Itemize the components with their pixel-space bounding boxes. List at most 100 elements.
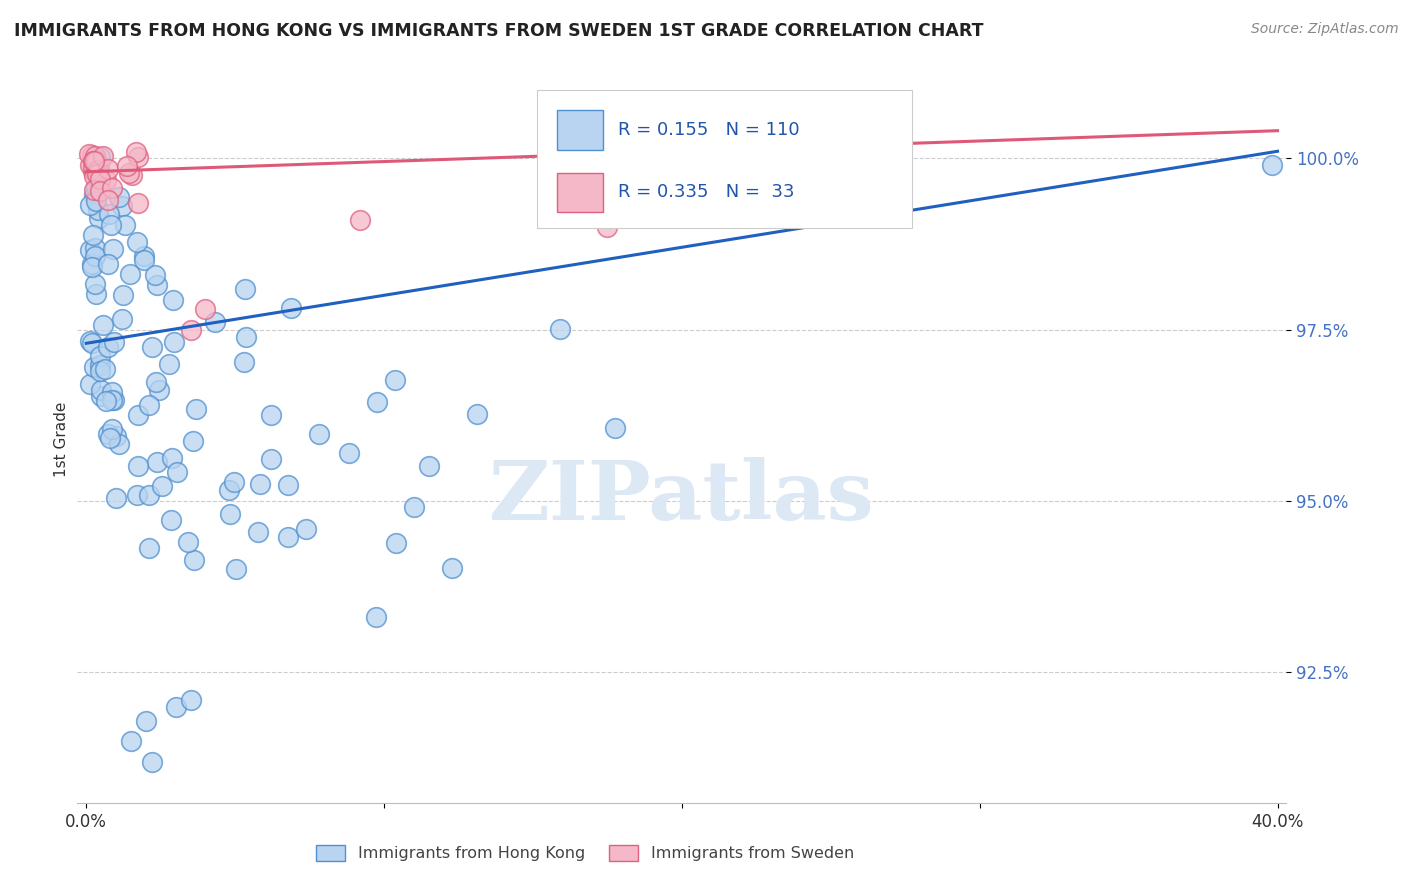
Point <box>101 392 124 407</box>
Point <box>79 158 101 172</box>
Point <box>177 534 200 549</box>
Point <box>127 408 149 422</box>
Point <box>79 334 101 349</box>
Point <box>96 394 118 409</box>
Point <box>165 699 187 714</box>
Point <box>127 488 149 502</box>
Point <box>87 203 110 218</box>
Point <box>86 179 108 194</box>
Point <box>101 384 124 399</box>
Point <box>280 301 302 315</box>
Point <box>224 475 246 489</box>
Point <box>384 373 406 387</box>
Point <box>145 277 167 292</box>
Text: Source: ZipAtlas.com: Source: ZipAtlas.com <box>1251 22 1399 37</box>
Point <box>118 166 141 180</box>
Point <box>84 154 107 169</box>
Point <box>89 172 111 186</box>
Y-axis label: 1st Grade: 1st Grade <box>53 401 69 477</box>
Point <box>277 478 299 492</box>
Point <box>134 249 156 263</box>
Point <box>79 147 101 161</box>
Point <box>218 483 240 497</box>
Point <box>235 330 257 344</box>
Point <box>84 194 107 209</box>
Point <box>100 422 122 436</box>
Point <box>97 207 120 221</box>
Point <box>83 359 105 374</box>
Point <box>82 258 104 272</box>
Point <box>179 693 201 707</box>
Point <box>143 268 166 283</box>
Point <box>82 153 104 168</box>
Point <box>127 458 149 473</box>
Point <box>145 375 167 389</box>
Point <box>162 451 184 466</box>
Point <box>80 148 103 162</box>
Point <box>295 522 318 536</box>
Point <box>103 392 125 407</box>
Point <box>94 172 117 186</box>
Point <box>111 199 134 213</box>
Point <box>548 321 571 335</box>
Text: IMMIGRANTS FROM HONG KONG VS IMMIGRANTS FROM SWEDEN 1ST GRADE CORRELATION CHART: IMMIGRANTS FROM HONG KONG VS IMMIGRANTS … <box>14 22 984 40</box>
Point <box>184 401 207 416</box>
Point <box>84 287 107 301</box>
Point <box>101 180 124 194</box>
Point <box>204 315 226 329</box>
Point <box>91 148 114 162</box>
Point <box>127 150 149 164</box>
FancyBboxPatch shape <box>557 172 603 212</box>
Point <box>141 340 163 354</box>
Point <box>163 335 186 350</box>
Point <box>108 190 131 204</box>
Text: R = 0.155   N = 110: R = 0.155 N = 110 <box>617 120 800 138</box>
Point <box>337 446 360 460</box>
Point <box>277 530 299 544</box>
Point <box>80 335 103 350</box>
Point <box>366 610 388 624</box>
Point <box>135 714 157 728</box>
Point <box>260 409 283 423</box>
Point <box>100 218 122 232</box>
Point <box>146 455 169 469</box>
Point <box>114 218 136 232</box>
Point <box>86 186 108 201</box>
Point <box>86 167 108 181</box>
Point <box>90 383 112 397</box>
Point <box>84 277 107 291</box>
Legend: Immigrants from Hong Kong, Immigrants from Sweden: Immigrants from Hong Kong, Immigrants fr… <box>311 838 860 868</box>
Point <box>82 163 104 178</box>
Point <box>89 349 111 363</box>
Point <box>179 322 201 336</box>
Point <box>233 281 256 295</box>
Point <box>127 196 149 211</box>
Point <box>385 536 408 550</box>
Point <box>349 212 371 227</box>
Point <box>87 163 110 178</box>
Point <box>467 407 489 421</box>
FancyBboxPatch shape <box>537 90 911 228</box>
Point <box>603 421 626 435</box>
Point <box>225 562 247 576</box>
Point <box>97 340 120 354</box>
Point <box>152 479 174 493</box>
Point <box>141 755 163 769</box>
Point <box>104 429 127 443</box>
Point <box>166 465 188 479</box>
Point <box>121 169 143 183</box>
Point <box>120 267 142 281</box>
Point <box>97 257 120 271</box>
Point <box>308 426 330 441</box>
Point <box>82 228 104 243</box>
Point <box>83 169 105 183</box>
Point <box>402 500 425 514</box>
Point <box>84 154 107 169</box>
Point <box>84 241 107 255</box>
Point <box>138 397 160 411</box>
Point <box>90 389 112 403</box>
Text: R = 0.335   N =  33: R = 0.335 N = 33 <box>617 183 794 201</box>
Point <box>87 159 110 173</box>
Point <box>97 162 120 177</box>
Point <box>79 198 101 212</box>
